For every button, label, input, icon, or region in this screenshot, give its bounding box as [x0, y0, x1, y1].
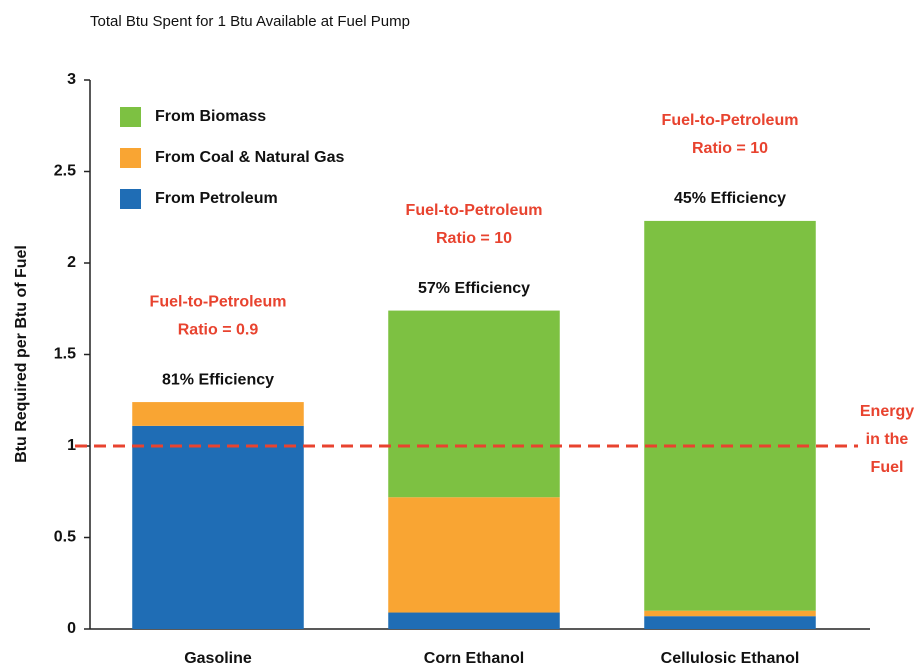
y-tick-label: 3: [67, 71, 76, 88]
legend-swatch: [120, 107, 141, 127]
y-tick-label: 1.5: [54, 346, 76, 363]
reference-label: Energy: [860, 403, 914, 420]
bar-segment: [132, 425, 304, 629]
efficiency-label: 45% Efficiency: [674, 190, 786, 207]
legend-label: From Coal & Natural Gas: [155, 149, 344, 166]
legend-label: From Petroleum: [155, 190, 278, 207]
reference-label: Fuel: [871, 459, 904, 476]
x-tick-label: Cellulosic Ethanol: [661, 650, 800, 667]
ratio-label: Ratio = 10: [436, 230, 512, 247]
y-tick-label: 2: [67, 254, 76, 271]
y-tick-label: 2.5: [54, 163, 76, 180]
x-tick-label: Gasoline: [184, 650, 252, 667]
bar-segment: [644, 610, 816, 617]
legend-swatch: [120, 148, 141, 168]
bar-segment: [388, 310, 560, 498]
bar-segment: [388, 497, 560, 613]
y-tick-label: 1: [67, 437, 76, 454]
legend-label: From Biomass: [155, 108, 266, 125]
ratio-label: Fuel-to-Petroleum: [662, 112, 799, 129]
ratio-label: Fuel-to-Petroleum: [150, 293, 287, 310]
y-tick-label: 0.5: [54, 529, 76, 546]
chart-title: Total Btu Spent for 1 Btu Available at F…: [90, 13, 410, 30]
ratio-label: Ratio = 10: [692, 140, 768, 157]
bar-segment: [644, 616, 816, 629]
bar-segment: [132, 402, 304, 426]
reference-label: in the: [866, 431, 909, 448]
bar-segment: [644, 220, 816, 611]
efficiency-label: 81% Efficiency: [162, 371, 274, 388]
y-tick-label: 0: [67, 620, 76, 637]
y-axis-label: Btu Required per Btu of Fuel: [13, 245, 30, 463]
legend-swatch: [120, 189, 141, 209]
x-tick-label: Corn Ethanol: [424, 650, 524, 667]
ratio-label: Fuel-to-Petroleum: [406, 202, 543, 219]
bar-segment: [388, 612, 560, 629]
efficiency-label: 57% Efficiency: [418, 280, 530, 297]
ratio-label: Ratio = 0.9: [178, 321, 259, 338]
